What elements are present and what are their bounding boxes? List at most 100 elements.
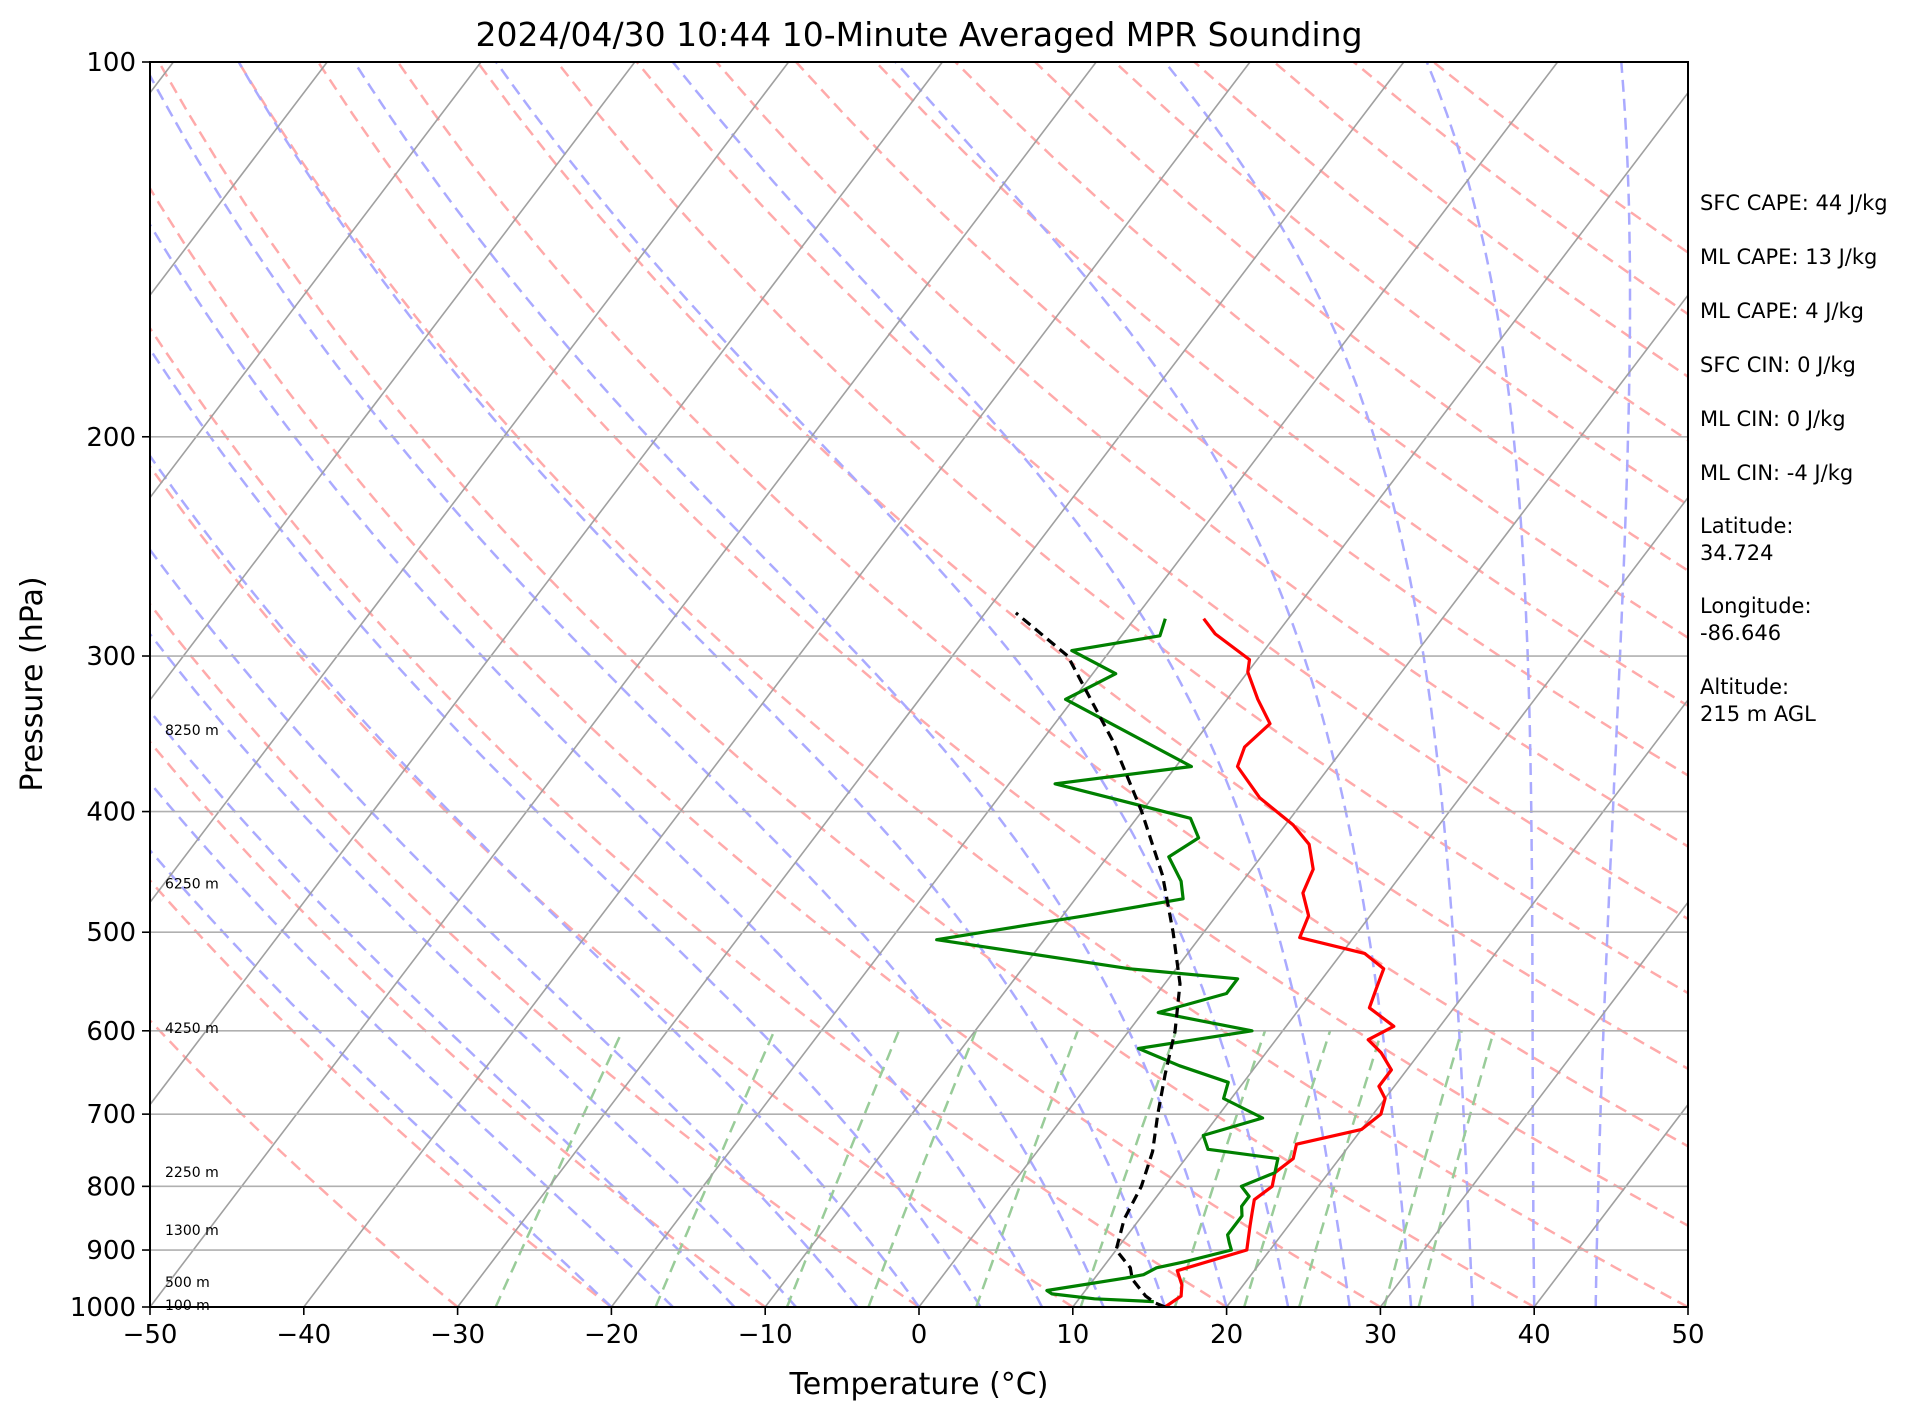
x-tick-label: −10 bbox=[738, 1320, 793, 1350]
height-label: 500 m bbox=[165, 1275, 210, 1291]
plot-frame bbox=[149, 61, 1689, 1308]
y-tick-label: 600 bbox=[86, 1017, 136, 1047]
isotherm bbox=[918, 293, 1688, 1307]
x-tick-label: −40 bbox=[276, 1320, 331, 1350]
dry-adiabat bbox=[476, 62, 1688, 1071]
dry-adiabat bbox=[150, 602, 920, 1307]
moist-adiabat bbox=[353, 62, 1228, 1307]
x-axis-label: Temperature (°C) bbox=[789, 1367, 1049, 1402]
isotherm bbox=[303, 62, 1251, 1307]
dry-adiabat bbox=[396, 62, 1688, 1148]
moist-adiabat bbox=[1594, 62, 1632, 1307]
isotherm bbox=[150, 62, 328, 297]
mixing-ratio-line bbox=[1173, 1030, 1267, 1307]
y-tick-label: 700 bbox=[86, 1100, 136, 1130]
y-tick-label: 900 bbox=[86, 1236, 136, 1266]
moist-adiabat bbox=[237, 62, 1167, 1307]
moist-adiabat bbox=[150, 346, 982, 1307]
isotherm bbox=[1072, 496, 1688, 1307]
x-tick-label: −30 bbox=[430, 1320, 485, 1350]
height-label: 4250 m bbox=[165, 1021, 219, 1037]
moist-adiabat bbox=[150, 632, 797, 1307]
dry-adiabat bbox=[874, 62, 1688, 708]
isotherm bbox=[610, 62, 1559, 1307]
y-tick-label: 500 bbox=[86, 918, 136, 948]
info-line: Altitude: bbox=[1700, 675, 1789, 699]
moist-adiabat bbox=[150, 453, 921, 1307]
info-line: SFC CIN: 0 J/kg bbox=[1700, 353, 1856, 377]
height-labels: 100 m 500 m 1300 m 2250 m 4250 m 6250 m 8250 m bbox=[165, 723, 219, 1314]
isotherm bbox=[150, 62, 790, 904]
y-tick-label: 400 bbox=[86, 798, 136, 828]
mixing-ratio-line bbox=[1079, 1030, 1178, 1307]
dry-adiabat bbox=[157, 62, 1535, 1307]
mixing-ratio-line bbox=[785, 1030, 901, 1307]
info-line: ML CIN: 0 J/kg bbox=[1700, 407, 1846, 431]
y-tick-label: 300 bbox=[86, 642, 136, 672]
dry-adiabat bbox=[150, 878, 613, 1307]
dry-adiabat bbox=[150, 1018, 459, 1307]
mixing-ratio-line bbox=[654, 1030, 776, 1307]
height-label: 6250 m bbox=[165, 877, 219, 893]
moist-adiabat bbox=[150, 547, 859, 1307]
sounding-lines bbox=[935, 611, 1396, 1307]
info-line: Latitude: bbox=[1700, 514, 1794, 538]
x-tick-label: 30 bbox=[1364, 1320, 1397, 1350]
mixing-ratio-line bbox=[1417, 1030, 1496, 1307]
height-label: 1300 m bbox=[165, 1223, 219, 1239]
info-line: ML CIN: -4 J/kg bbox=[1700, 461, 1853, 485]
dry-adiabat bbox=[150, 326, 1228, 1307]
y-tick-label: 1000 bbox=[70, 1293, 136, 1323]
info-line: ML CAPE: 4 J/kg bbox=[1700, 299, 1864, 323]
isotherm bbox=[150, 62, 944, 1106]
isotherm bbox=[150, 62, 482, 499]
height-label: 2250 m bbox=[165, 1165, 219, 1181]
dewpoint-line bbox=[935, 618, 1280, 1304]
chart-title: 2024/04/30 10:44 10-Minute Averaged MPR … bbox=[475, 15, 1362, 54]
pressure-gridlines bbox=[150, 61, 1688, 1308]
y-tick-label: 800 bbox=[86, 1172, 136, 1202]
info-line: 34.724 bbox=[1700, 541, 1773, 565]
mixing-ratio-line bbox=[975, 1030, 1079, 1307]
dry-adiabat bbox=[317, 62, 1688, 1228]
height-label: 100 m bbox=[165, 1298, 210, 1314]
mixing-ratio-line bbox=[494, 1030, 624, 1307]
info-line: 215 m AGL bbox=[1700, 702, 1816, 726]
mixing-ratio-line bbox=[867, 1030, 978, 1307]
isotherm bbox=[764, 91, 1688, 1307]
parcel-line bbox=[1014, 611, 1182, 1307]
x-tick-label: 0 bbox=[911, 1320, 928, 1350]
moist-adiabat bbox=[1425, 62, 1536, 1307]
dry-adiabat bbox=[237, 62, 1688, 1307]
x-tick-label: 20 bbox=[1210, 1320, 1243, 1350]
info-line: Longitude: bbox=[1700, 594, 1812, 618]
y-axis-label: Pressure (hPa) bbox=[15, 576, 50, 791]
isotherm bbox=[150, 62, 636, 702]
moist-adiabat bbox=[894, 62, 1413, 1307]
x-tick-label: 50 bbox=[1671, 1320, 1704, 1350]
dry-adiabat bbox=[635, 62, 1688, 921]
temperature-line bbox=[1164, 617, 1396, 1307]
dry-adiabat bbox=[1034, 62, 1688, 573]
y-tick-label: 200 bbox=[86, 423, 136, 453]
isotherm bbox=[1379, 900, 1688, 1307]
dry-adiabat bbox=[795, 62, 1688, 777]
dry-adiabat bbox=[150, 185, 1382, 1307]
x-tick-label: 10 bbox=[1056, 1320, 1089, 1350]
moist-adiabat bbox=[495, 62, 1290, 1307]
y-tick-label: 100 bbox=[86, 48, 136, 78]
moist-adiabat bbox=[671, 62, 1351, 1307]
background-lines bbox=[150, 62, 1688, 1307]
info-line: SFC CAPE: 44 J/kg bbox=[1700, 191, 1888, 215]
dry-adiabat bbox=[556, 62, 1688, 995]
x-tick-label: −20 bbox=[584, 1320, 639, 1350]
dry-adiabat bbox=[150, 464, 1074, 1307]
x-tick-label: 40 bbox=[1518, 1320, 1551, 1350]
moist-adiabat bbox=[150, 222, 1044, 1307]
moist-adiabat bbox=[150, 709, 736, 1307]
isotherm bbox=[150, 62, 1097, 1307]
isotherm bbox=[456, 62, 1405, 1307]
moist-adiabat bbox=[1163, 62, 1474, 1307]
x-tick-label: −50 bbox=[123, 1320, 178, 1350]
